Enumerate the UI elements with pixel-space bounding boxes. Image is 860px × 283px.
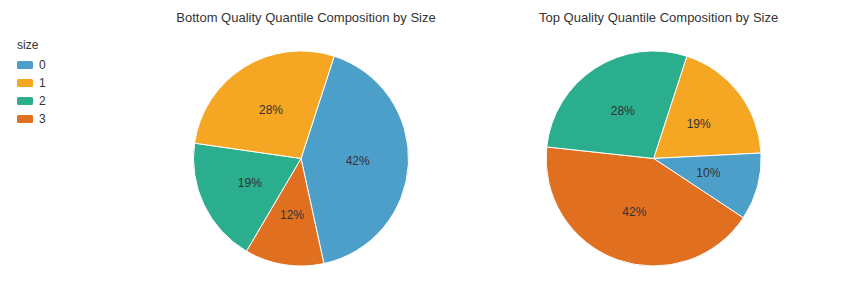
- svg-text:12%: 12%: [280, 208, 304, 222]
- svg-text:0: 0: [39, 58, 46, 72]
- svg-text:42%: 42%: [346, 154, 370, 168]
- svg-text:Bottom Quality Quantile Compos: Bottom Quality Quantile Composition by S…: [176, 10, 435, 25]
- svg-text:10%: 10%: [696, 166, 720, 180]
- svg-text:size: size: [17, 38, 39, 52]
- svg-text:Top Quality Quantile Compositi: Top Quality Quantile Composition by Size: [539, 10, 778, 25]
- svg-text:19%: 19%: [238, 176, 262, 190]
- svg-text:19%: 19%: [687, 117, 711, 131]
- svg-text:28%: 28%: [259, 103, 283, 117]
- svg-text:3: 3: [39, 112, 46, 126]
- svg-text:28%: 28%: [611, 104, 635, 118]
- svg-text:2: 2: [39, 94, 46, 108]
- svg-text:42%: 42%: [622, 205, 646, 219]
- svg-text:1: 1: [39, 76, 46, 90]
